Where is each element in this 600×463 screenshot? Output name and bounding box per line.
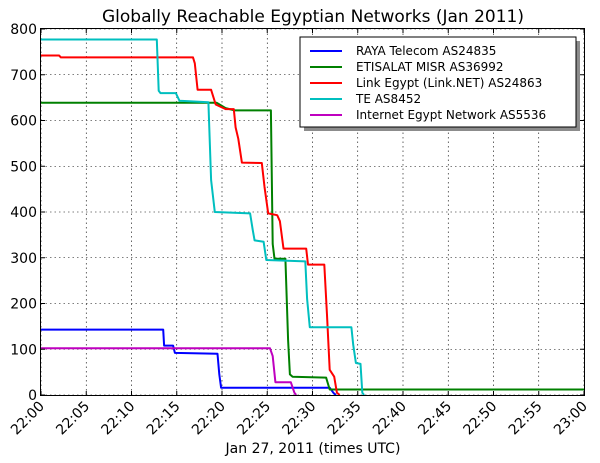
x-axis-label: Jan 27, 2011 (times UTC) [225, 441, 401, 457]
legend-label: Internet Egypt Network AS5536 [356, 108, 546, 122]
legend-label: TE AS8452 [355, 92, 421, 106]
x-tick-label: 22:40 [370, 399, 410, 439]
y-tick-label: 700 [10, 68, 37, 84]
x-tick-label: 22:55 [506, 399, 546, 439]
legend-box [299, 36, 577, 128]
y-tick-label: 100 [10, 342, 37, 358]
plot-frame [40, 28, 585, 396]
x-tick-label: 22:25 [234, 399, 274, 439]
y-axis-ticks: 0 100 200 300 400 500 600 700 800 [10, 22, 584, 404]
chart-title: Globally Reachable Egyptian Networks (Ja… [102, 7, 524, 27]
x-tick-label: 22:10 [98, 399, 138, 439]
legend: RAYA Telecom AS24835 ETISALAT MISR AS3699… [299, 36, 580, 131]
x-tick-label: 22:20 [189, 399, 229, 439]
y-tick-label: 300 [10, 251, 37, 267]
legend-label: Link Egypt (Link.NET) AS24863 [356, 76, 542, 90]
x-tick-label: 22:30 [279, 399, 319, 439]
y-tick-label: 600 [10, 114, 37, 130]
series-line-4 [41, 38, 365, 396]
y-tick-label: 400 [10, 205, 37, 221]
y-tick-label: 800 [10, 22, 37, 38]
x-tick-label: 22:45 [415, 399, 455, 439]
x-tick-label: 22:35 [325, 399, 365, 439]
series-line-5 [41, 347, 297, 396]
y-tick-label: 200 [10, 297, 37, 313]
legend-label: ETISALAT MISR AS36992 [356, 60, 504, 74]
y-tick-label: 500 [10, 159, 37, 175]
x-tick-label: 22:15 [144, 399, 184, 439]
x-tick-label: 22:50 [460, 399, 500, 439]
x-tick-label: 22:00 [8, 399, 48, 439]
y-tick-label: 0 [28, 388, 37, 404]
x-tick-label: 23:00 [551, 399, 591, 439]
series-line-3 [41, 54, 341, 396]
x-tick-label: 22:05 [53, 399, 93, 439]
plot-lines [41, 38, 584, 396]
legend-label: RAYA Telecom AS24835 [356, 44, 496, 58]
